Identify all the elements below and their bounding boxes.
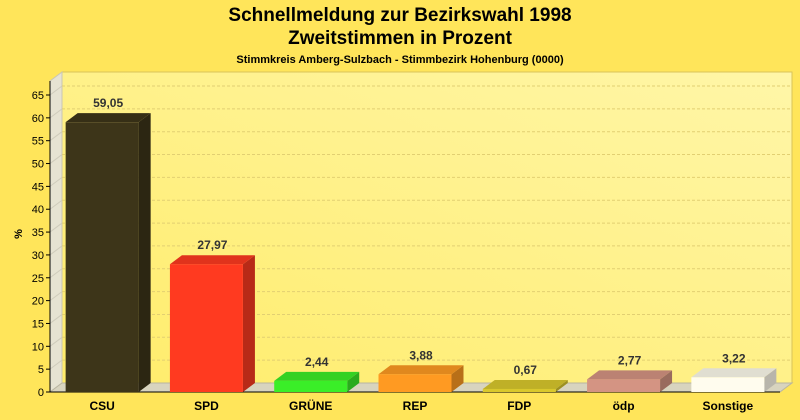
value-label: 27,97: [197, 238, 227, 252]
value-label: 3,88: [409, 348, 433, 362]
bar-spd: [169, 255, 255, 392]
value-label: 2,44: [305, 355, 329, 369]
bar-side: [242, 255, 255, 392]
value-label: 2,77: [618, 353, 642, 367]
y-tick-label: 5: [38, 364, 44, 376]
side-gridline: [49, 85, 63, 96]
y-tick-label: 35: [32, 227, 44, 239]
bar-side: [451, 365, 464, 392]
y-tick-label: 45: [32, 181, 44, 193]
chart-title: Schnellmeldung zur Bezirkswahl 1998: [228, 5, 572, 26]
y-tick-label: 40: [32, 204, 44, 216]
bar-front: [65, 122, 139, 392]
bar-side: [555, 379, 568, 392]
y-tick-label: 20: [32, 296, 44, 308]
x-tick-label: GRÜNE: [289, 398, 332, 413]
y-tick-label: 10: [32, 341, 44, 353]
bar-front: [691, 377, 765, 392]
y-tick-label: 0: [38, 387, 44, 399]
x-tick-label: FDP: [507, 399, 531, 413]
side-gridline: [49, 176, 63, 187]
bar-front: [274, 380, 348, 392]
x-tick-label: CSU: [89, 399, 114, 413]
bar-top: [65, 113, 151, 123]
side-gridline: [49, 199, 63, 210]
chart-titles: Schnellmeldung zur Bezirkswahl 1998 Zwei…: [0, 0, 800, 68]
side-gridline: [49, 245, 63, 256]
side-gridline: [49, 268, 63, 279]
chart-subsubtitle: Stimmkreis Amberg-Sulzbach - Stimmbezirk…: [236, 54, 564, 66]
bar-front: [169, 264, 243, 392]
x-tick-label: Sonstige: [703, 399, 754, 413]
bar-fdp: [482, 379, 568, 392]
bar-side: [138, 113, 151, 392]
bar-csu: [65, 113, 151, 392]
bar-side: [764, 368, 777, 392]
y-tick-label: 25: [32, 273, 44, 285]
y-tick-label: 30: [32, 250, 44, 262]
bar-top: [691, 368, 777, 378]
bar-front: [378, 374, 452, 392]
bar-top: [482, 379, 568, 389]
bar-top: [378, 365, 464, 375]
bar-side: [660, 370, 673, 392]
bar-sonstige: [691, 368, 777, 392]
side-gridline: [49, 291, 63, 302]
y-tick-label: 60: [32, 113, 44, 125]
bar-top: [169, 255, 255, 265]
value-label: 59,05: [93, 96, 123, 110]
bar-top: [274, 371, 360, 381]
y-tick-label: 65: [32, 90, 44, 102]
bar-grüne: [274, 371, 360, 392]
side-gridline: [49, 359, 63, 370]
bar-ödp: [587, 370, 673, 392]
y-tick-label: 50: [32, 159, 44, 171]
x-tick-label: SPD: [194, 399, 219, 413]
side-gridline: [49, 336, 63, 347]
value-label: 3,22: [722, 351, 746, 365]
side-gridline: [49, 108, 63, 119]
x-tick-label: REP: [403, 399, 428, 413]
y-axis-label: %: [13, 229, 25, 239]
plot-side-wall: [49, 71, 63, 393]
y-tick-label: 15: [32, 318, 44, 330]
bar-front: [587, 379, 661, 392]
value-label: 0,67: [514, 363, 538, 377]
bar-front: [482, 388, 556, 392]
side-gridline: [49, 314, 63, 324]
y-tick-label: 55: [32, 136, 44, 148]
chart-subtitle: Zweitstimmen in Prozent: [288, 28, 512, 49]
bar-side: [347, 371, 360, 392]
side-gridline: [49, 222, 63, 233]
side-gridline: [49, 154, 63, 164]
bar-top: [587, 370, 673, 380]
side-gridline: [49, 131, 63, 142]
bar-rep: [378, 365, 464, 392]
x-tick-label: ödp: [613, 399, 635, 413]
